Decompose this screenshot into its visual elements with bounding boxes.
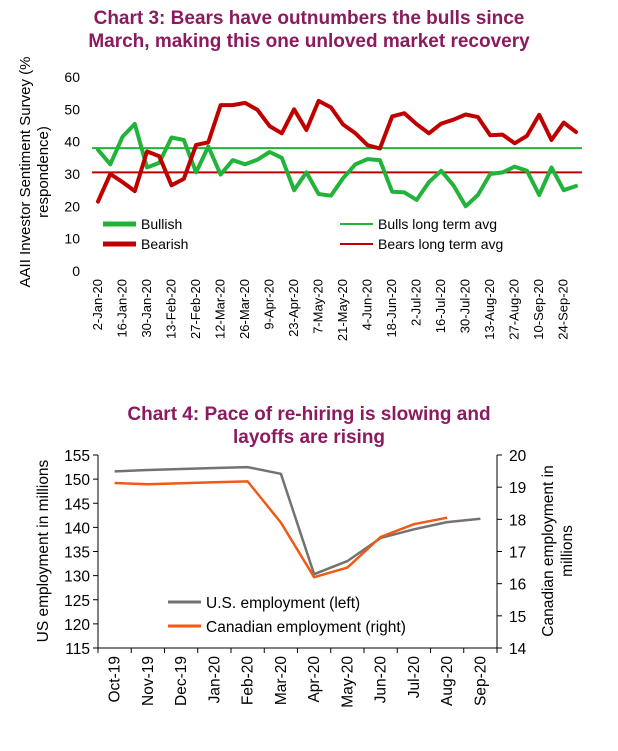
- chart4-x-tick-label: May-20: [339, 656, 356, 708]
- chart4-x-tick-label: Feb-20: [240, 656, 257, 705]
- chart3-y-axis-label-line2: respondence): [35, 126, 52, 218]
- chart3-y-tick-label: 50: [64, 101, 80, 117]
- chart3-title-line2: March, making this one unloved market re…: [88, 31, 530, 52]
- chart3-x-tick-label: 13-Aug-20: [482, 279, 497, 340]
- chart4-title-line2: layoffs are rising: [232, 427, 386, 448]
- chart4-x-tick-label: Dec-19: [173, 656, 190, 706]
- chart4-x-tick-label: Sep-20: [472, 656, 489, 706]
- chart4-x-tick-label: Nov-19: [140, 656, 157, 706]
- chart3-x-tick-label: 12-Mar-20: [213, 279, 228, 339]
- chart3-sentiment-chart: AAII Investor Sentiment Survey (% respon…: [17, 57, 582, 341]
- chart3-x-tick-label: 13-Feb-20: [164, 279, 179, 339]
- chart3-y-tick-label: 30: [64, 166, 80, 182]
- chart3-y-tick-label: 40: [64, 134, 80, 150]
- chart3-x-tick-label: 26-Mar-20: [237, 279, 252, 339]
- chart3-x-tick-label: 9-Apr-20: [262, 279, 277, 330]
- chart3-y-tick-label: 0: [72, 263, 80, 279]
- chart3-x-tick-label: 7-May-20: [311, 279, 326, 334]
- chart4-right-tick-label: 18: [509, 512, 526, 529]
- chart4-right-tick-label: 14: [509, 641, 527, 658]
- chart4-x-tick-label: Mar-20: [273, 656, 290, 705]
- chart3-y-axis-label-line1: AAII Investor Sentiment Survey (%: [17, 57, 34, 288]
- chart4-right-tick-label: 19: [509, 480, 526, 497]
- chart3-x-tick-label: 16-Jan-20: [115, 279, 130, 338]
- chart3-series-line: [96, 98, 578, 204]
- chart3-x-tick-label: 27-Feb-20: [188, 279, 203, 339]
- chart4-right-tick-label: 16: [509, 577, 526, 594]
- chart4-legend-label: U.S. employment (left): [206, 595, 360, 612]
- chart4-left-tick-label: 150: [64, 472, 90, 489]
- chart3-legend-label: Bears long term avg: [378, 236, 503, 252]
- chart3-title-line1: Chart 3: Bears have outnumbers the bulls…: [93, 8, 525, 29]
- chart4-x-tick-label: Jul-20: [406, 656, 423, 699]
- chart4-left-tick-label: 145: [64, 496, 90, 513]
- chart4-right-axis-label-line1: Canadian employment in: [540, 465, 557, 636]
- chart4-x-tick-label: Oct-19: [107, 656, 124, 703]
- chart4-x-tick-label: Jan-20: [206, 656, 223, 704]
- chart4-right-tick-label: 15: [509, 609, 526, 626]
- chart4-x-tick-label: Apr-20: [306, 656, 323, 703]
- chart4-right-axis-label-line2: millions: [559, 525, 576, 577]
- chart3-series-line: [96, 121, 578, 209]
- chart3-legend-label: Bullish: [141, 216, 182, 232]
- chart3-y-tick-label: 60: [64, 69, 80, 85]
- chart3-x-tick-label: 30-Jul-20: [458, 279, 473, 333]
- chart4-right-tick-label: 17: [509, 545, 526, 562]
- chart3-x-tick-label: 2-Jul-20: [409, 279, 424, 326]
- chart4-x-tick-label: Jun-20: [373, 656, 390, 704]
- chart3-y-tick-label: 20: [64, 198, 80, 214]
- chart4-title-line1: Chart 4: Pace of re-hiring is slowing an…: [127, 404, 491, 425]
- chart3-x-tick-label: 21-May-20: [335, 279, 350, 341]
- chart4-left-axis-label: US employment in millions: [35, 459, 52, 642]
- chart3-x-tick-label: 4-Jun-20: [360, 279, 375, 330]
- chart4-left-tick-label: 120: [64, 617, 90, 634]
- chart4-series-line: [114, 465, 481, 576]
- chart4-left-tick-label: 135: [64, 545, 90, 562]
- chart4-left-tick-label: 130: [64, 569, 90, 586]
- chart4-left-tick-label: 125: [64, 593, 90, 610]
- chart3-x-tick-label: 27-Aug-20: [507, 279, 522, 340]
- chart3-x-tick-label: 30-Jan-20: [139, 279, 154, 338]
- chart4-left-tick-label: 155: [64, 448, 90, 465]
- chart4-series-line: [114, 480, 448, 579]
- chart4-left-tick-label: 115: [65, 641, 90, 658]
- chart3-x-tick-label: 23-Apr-20: [286, 279, 301, 337]
- chart4-legend-label: Canadian employment (right): [206, 619, 406, 636]
- chart4-x-tick-label: Aug-20: [439, 656, 456, 706]
- chart3-x-tick-label: 10-Sep-20: [531, 279, 546, 340]
- chart3-legend-label: Bearish: [141, 236, 188, 252]
- chart4-left-tick-label: 140: [64, 520, 90, 537]
- chart3-x-tick-label: 2-Jan-20: [90, 279, 105, 330]
- chart3-x-tick-label: 18-Jun-20: [384, 279, 399, 338]
- chart3-y-tick-label: 10: [64, 231, 80, 247]
- chart3-x-tick-label: 24-Sep-20: [556, 279, 571, 340]
- chart3-x-tick-label: 16-Jul-20: [433, 279, 448, 333]
- chart4-right-tick-label: 20: [509, 448, 527, 465]
- chart3-legend-label: Bulls long term avg: [378, 216, 497, 232]
